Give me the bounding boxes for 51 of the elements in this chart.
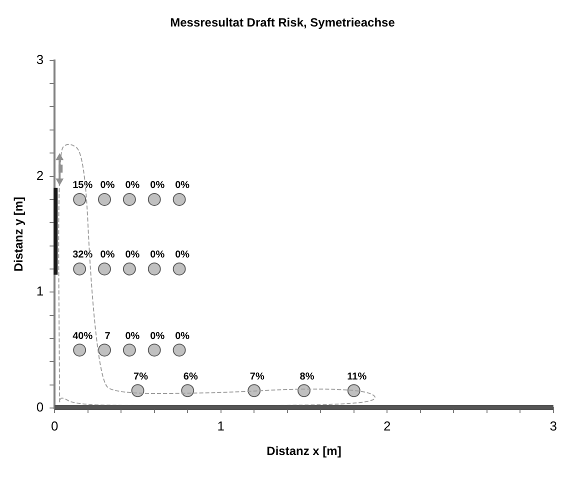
- point: [98, 262, 112, 276]
- annotation: 6%: [183, 371, 198, 382]
- chart-title: Messresultat Draft Risk, Symetrieachse: [170, 16, 396, 30]
- annotation: 15%: [72, 180, 93, 192]
- annotation: 7%: [134, 371, 148, 382]
- point: [122, 192, 136, 206]
- annotation: 0%: [150, 180, 165, 192]
- point: [122, 262, 136, 276]
- y-tick-label: 2: [36, 168, 44, 183]
- x-tick-label: 1: [217, 418, 224, 434]
- annotation: 0%: [150, 330, 165, 342]
- annotation: 0%: [175, 180, 190, 192]
- annotation: 0%: [100, 180, 115, 192]
- annotation: 0%: [125, 250, 140, 261]
- annotation: 0%: [175, 330, 190, 342]
- point: [148, 192, 161, 206]
- annotation: 11%: [347, 371, 367, 382]
- y-axis-title: Distanz y [m]: [12, 196, 26, 272]
- point: [98, 192, 112, 206]
- point: [148, 262, 161, 276]
- point: [181, 384, 194, 398]
- y-tick-label: 0: [36, 400, 44, 415]
- point: [148, 344, 161, 357]
- annotation: 8%: [300, 371, 314, 382]
- annotation: 0%: [175, 250, 190, 261]
- point: [131, 384, 144, 398]
- annotation: 7%: [250, 371, 264, 382]
- x-tick-label: 3: [550, 418, 557, 434]
- point: [172, 344, 186, 357]
- x-axis-title: Distanz x [m]: [266, 444, 342, 458]
- point: [172, 192, 186, 206]
- y-tick-label: 3: [36, 52, 44, 67]
- point: [347, 384, 360, 398]
- annotation: 7: [104, 330, 111, 342]
- annotation: 0%: [100, 250, 115, 261]
- point: [73, 344, 86, 357]
- point: [122, 344, 136, 357]
- point: [248, 384, 261, 398]
- point: [298, 384, 311, 398]
- point: [172, 262, 186, 276]
- annotation: 0%: [125, 180, 140, 192]
- annotation: 40%: [72, 330, 93, 342]
- point: [73, 192, 86, 206]
- point: [98, 344, 112, 357]
- y-tick-label: 1: [36, 284, 44, 299]
- x-tick-label: 0: [51, 418, 58, 434]
- x-tick-label: 2: [384, 418, 391, 434]
- annotation: 0%: [125, 330, 140, 342]
- point: [73, 262, 86, 276]
- annotation: 32%: [72, 250, 93, 261]
- annotation: 0%: [150, 250, 165, 261]
